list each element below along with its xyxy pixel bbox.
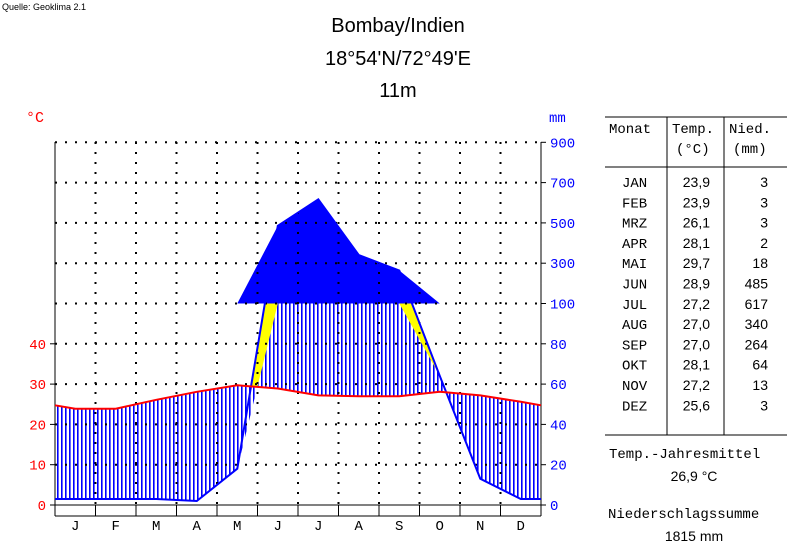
table-temp: 25,6 xyxy=(683,397,710,413)
col-month-header: Monat xyxy=(609,122,651,138)
month-label: J xyxy=(314,519,322,535)
table-precip: 64 xyxy=(752,357,768,373)
table-temp: 28,9 xyxy=(683,276,710,292)
month-label: J xyxy=(274,519,282,535)
table-temp: 26,1 xyxy=(683,215,710,231)
table-month: MRZ xyxy=(622,217,647,233)
climate-table: Monat Temp. (°C) Nied. (mm) JAN 23,9 3 FEB 2… xyxy=(605,116,787,544)
temp-tick-label: 20 xyxy=(29,418,46,434)
table-temp: 27,2 xyxy=(683,377,710,393)
station-coordinates: 18°54'N/72°49'E xyxy=(325,48,471,70)
month-label: D xyxy=(517,519,525,535)
month-label: N xyxy=(476,519,484,535)
table-precip: 18 xyxy=(752,255,768,271)
table-month: FEB xyxy=(622,196,647,212)
perhumid-area xyxy=(55,199,541,304)
temp-tick-label: 10 xyxy=(29,459,46,475)
table-month: APR xyxy=(622,237,648,253)
table-temp: 23,9 xyxy=(683,194,710,210)
col-precip-unit: (mm) xyxy=(733,142,767,158)
table-month: AUG xyxy=(622,318,647,334)
precip-tick-label: 0 xyxy=(550,499,558,515)
month-label: J xyxy=(71,519,79,535)
table-month: JAN xyxy=(622,176,647,192)
annual-temp-value: 26,9 °C xyxy=(671,468,718,484)
table-temp: 28,1 xyxy=(683,357,710,373)
precip-tick-label: 900 xyxy=(550,136,575,152)
month-label: A xyxy=(193,519,202,535)
table-temp: 29,7 xyxy=(683,255,710,271)
month-label: S xyxy=(395,519,403,535)
table-precip: 3 xyxy=(760,194,768,210)
table-month: DEZ xyxy=(622,399,647,415)
temp-tick-label: 30 xyxy=(29,378,46,394)
table-temp: 27,0 xyxy=(683,316,710,332)
precip-tick-label: 300 xyxy=(550,257,575,273)
month-label: F xyxy=(112,519,120,535)
precip-tick-label: 80 xyxy=(550,338,567,354)
table-month: JUL xyxy=(622,298,647,314)
temperature-line xyxy=(54,384,542,410)
table-temp: 27,2 xyxy=(683,296,710,312)
table-precip: 340 xyxy=(745,316,769,332)
station-title: Bombay/Indien xyxy=(331,15,464,37)
precip-tick-label: 20 xyxy=(550,459,567,475)
col-precip-header: Nied. xyxy=(729,122,771,138)
precip-tick-label: 100 xyxy=(550,298,575,314)
table-precip: 3 xyxy=(760,215,768,231)
col-temp-header: Temp. xyxy=(672,122,714,138)
table-temp: 28,1 xyxy=(683,235,710,251)
col-temp-unit: (°C) xyxy=(676,142,710,158)
precip-tick-label: 60 xyxy=(550,378,567,394)
precipitation-line xyxy=(55,197,541,503)
precip-tick-label: 500 xyxy=(550,217,575,233)
month-label: M xyxy=(233,519,241,535)
table-month: SEP xyxy=(622,338,647,354)
annual-precip-label: Niederschlagssumme xyxy=(608,507,759,523)
table-precip: 264 xyxy=(745,336,769,352)
temp-tick-label: 0 xyxy=(38,499,46,515)
table-precip: 2 xyxy=(760,235,768,251)
precip-tick-label: 40 xyxy=(550,418,567,434)
table-month: NOV xyxy=(622,379,648,395)
table-month: MAI xyxy=(622,257,647,273)
table-temp: 23,9 xyxy=(683,174,710,190)
table-precip: 3 xyxy=(760,174,768,190)
table-precip: 13 xyxy=(752,377,768,393)
table-temp: 27,0 xyxy=(683,336,710,352)
precip-tick-label: 700 xyxy=(550,177,575,193)
temp-tick-label: 40 xyxy=(29,338,46,354)
source-label: Quelle: Geoklima 2.1 xyxy=(2,2,86,12)
table-month: OKT xyxy=(622,359,647,375)
table-precip: 617 xyxy=(745,296,769,312)
table-precip: 3 xyxy=(760,397,768,413)
table-month: JUN xyxy=(622,278,647,294)
annual-temp-label: Temp.-Jahresmittel xyxy=(609,447,760,463)
annual-precip-value: 1815 mm xyxy=(665,528,723,544)
station-elevation: 11m xyxy=(379,80,416,102)
month-label: A xyxy=(355,519,364,535)
month-label: O xyxy=(436,519,444,535)
precip-unit-label: mm xyxy=(549,111,566,127)
month-label: M xyxy=(152,519,160,535)
table-precip: 485 xyxy=(745,276,769,292)
temp-unit-label: °C xyxy=(26,110,44,127)
